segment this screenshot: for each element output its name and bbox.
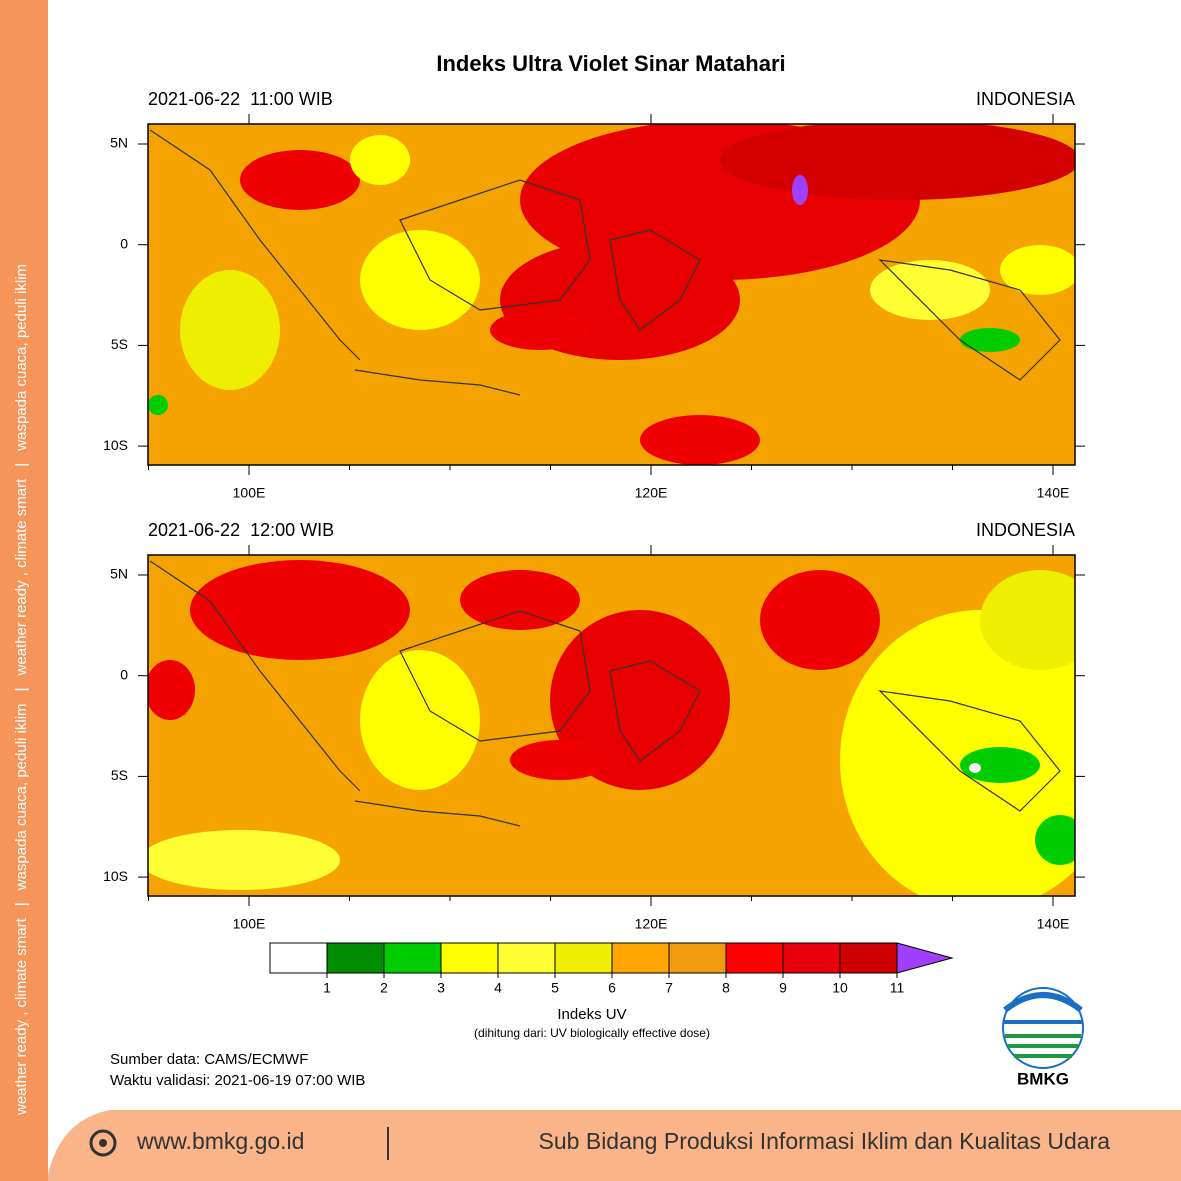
side-strip — [0, 0, 48, 1181]
web-icon-dot — [99, 1139, 107, 1147]
lat-label: 0 — [120, 666, 128, 682]
lat-label: 5S — [111, 767, 128, 783]
lon-label: 140E — [1037, 485, 1070, 501]
colorbar-tick-label: 5 — [551, 980, 559, 996]
lat-label: 5N — [110, 566, 128, 582]
colorbar-tick-label: 8 — [722, 980, 730, 996]
lat-label: 10S — [103, 868, 128, 884]
footer-bar — [48, 1110, 1181, 1181]
footer-corner — [48, 1110, 110, 1175]
logo-text: BMKG — [1017, 1069, 1069, 1088]
lon-label: 120E — [635, 485, 668, 501]
source: Sumber data: CAMS/ECMWF — [110, 1051, 308, 1068]
side-text-item: weather ready , climate smart — [13, 917, 30, 1116]
colorbar-box — [497, 942, 556, 974]
colorbar-tick-label: 6 — [608, 980, 616, 996]
colorbar-box — [269, 942, 328, 974]
map-frame — [147, 123, 1076, 466]
colorbar-note: (dihitung dari: UV biologically effectiv… — [474, 1026, 710, 1040]
colorbar-box — [383, 942, 442, 974]
lat-label: 10S — [103, 437, 128, 453]
title: Indeks Ultra Violet Sinar Matahari — [436, 51, 785, 76]
colorbar-label: Indeks UV — [557, 1006, 626, 1023]
panel-region: INDONESIA — [976, 89, 1075, 109]
lat-label: 0 — [120, 235, 128, 251]
colorbar-box — [554, 942, 613, 974]
validity: Waktu validasi: 2021-06-19 07:00 WIB — [110, 1072, 365, 1089]
colorbar-tick-label: 10 — [832, 980, 848, 996]
coastlines — [149, 129, 1061, 396]
colorbar-tick-label: 2 — [380, 980, 388, 996]
colorbar-arrow — [896, 942, 954, 974]
colorbar-tick-label: 9 — [779, 980, 787, 996]
colorbar-box — [839, 942, 898, 974]
colorbar-box — [611, 942, 670, 974]
side-text-item: waspada cuaca, peduli iklim — [13, 264, 30, 452]
footer-unit: Sub Bidang Produksi Informasi Iklim dan … — [539, 1128, 1111, 1154]
lat-label: 5N — [110, 135, 128, 151]
colorbar-tick-label: 1 — [323, 980, 331, 996]
lon-label: 140E — [1037, 916, 1070, 932]
colorbar-box — [326, 942, 385, 974]
side-text: weather ready , climate smart waspada cua… — [13, 264, 30, 1116]
map-panel — [148, 555, 1075, 896]
colorbar-box — [725, 942, 784, 974]
panel-region: INDONESIA — [976, 520, 1075, 540]
panel-datetime: 2021-06-22 11:00 WIB — [148, 89, 333, 109]
colorbar-tick-label: 7 — [665, 980, 673, 996]
side-text-item: weather ready , climate smart — [13, 478, 30, 677]
lat-label: 5S — [111, 336, 128, 352]
colorbar-tick-label: 11 — [890, 980, 905, 996]
colorbar-tick-label: 4 — [494, 980, 502, 996]
colorbar-box — [668, 942, 727, 974]
lon-label: 100E — [233, 485, 266, 501]
web-icon — [89, 1129, 117, 1157]
colorbar-box — [440, 942, 499, 974]
coastlines — [149, 560, 1061, 827]
map-panel — [148, 124, 1075, 465]
colorbar-tick-label: 3 — [437, 980, 445, 996]
colorbar-box — [782, 942, 841, 974]
lon-label: 100E — [233, 916, 266, 932]
map-frame — [147, 554, 1076, 897]
footer-url: www.bmkg.go.id — [136, 1128, 304, 1154]
side-text-item: waspada cuaca, peduli iklim — [13, 703, 30, 891]
logo-icon — [1002, 987, 1084, 1069]
lon-label: 120E — [635, 916, 668, 932]
panel-datetime: 2021-06-22 12:00 WIB — [148, 520, 334, 540]
